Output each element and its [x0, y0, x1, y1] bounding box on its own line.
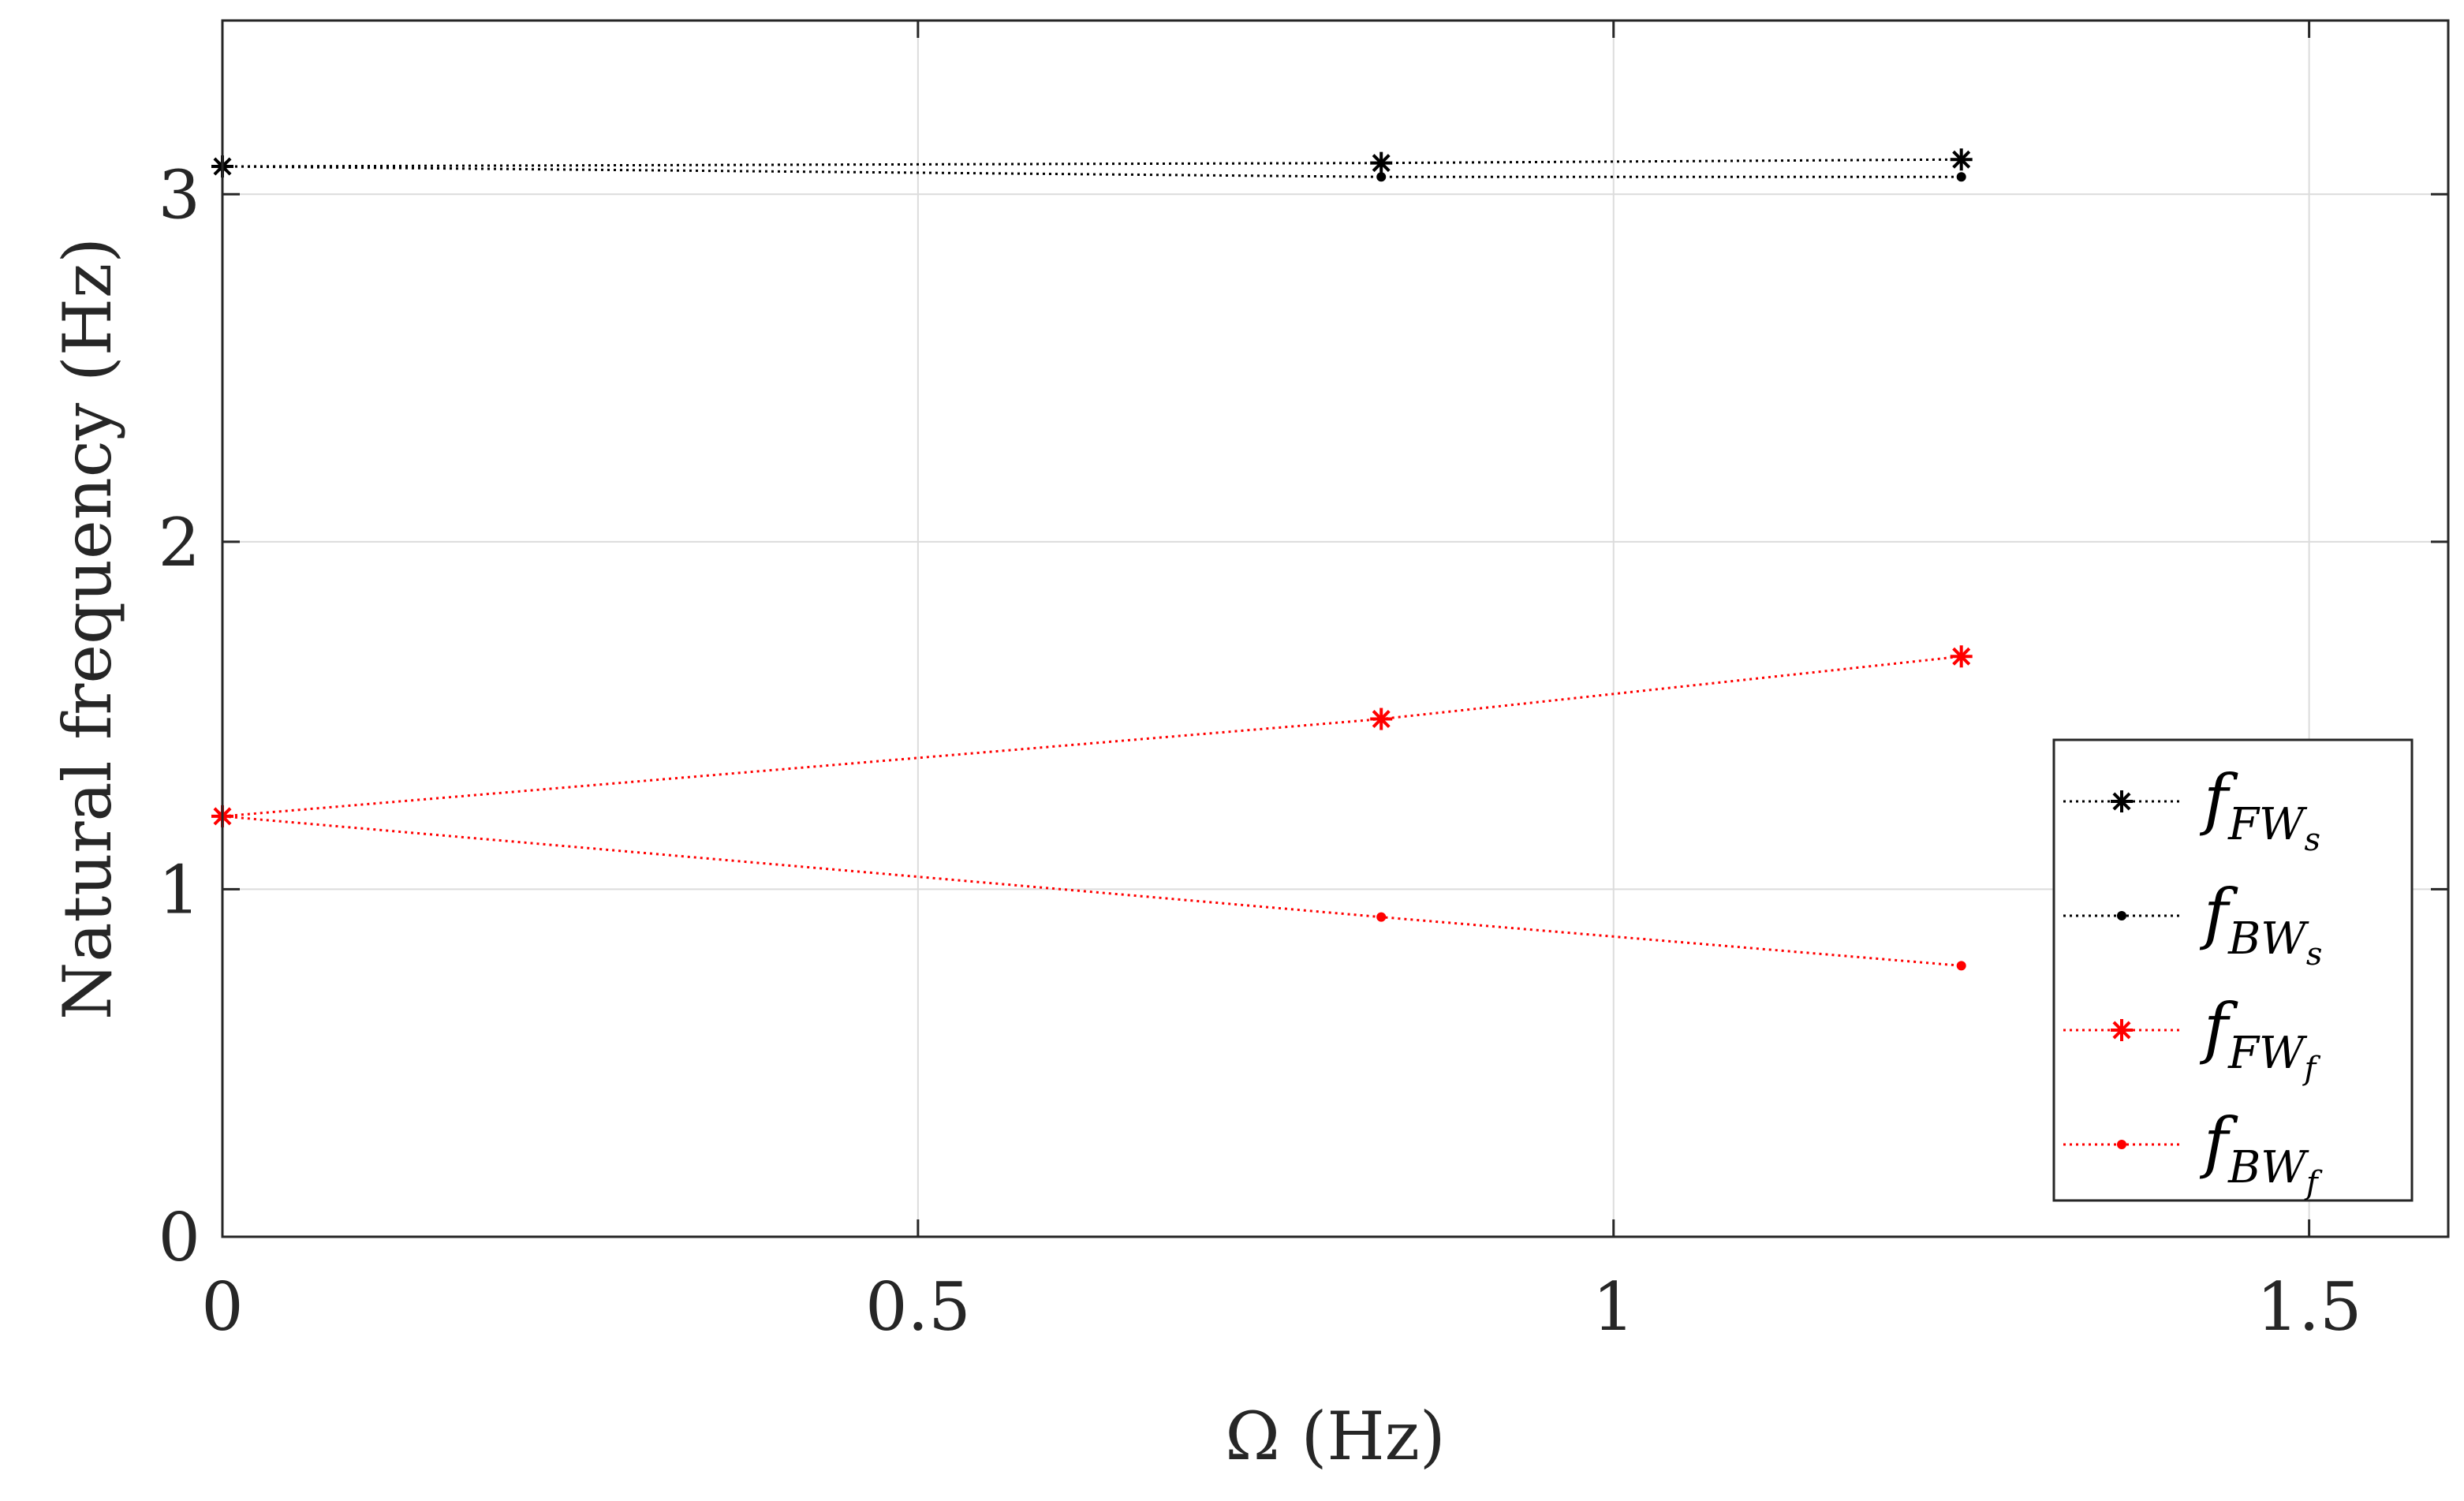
legend-marker	[2111, 790, 2133, 812]
y-tick-labels: 0 1 2 3	[159, 156, 200, 1276]
data-point	[1956, 172, 1966, 182]
data-point	[1370, 151, 1393, 174]
plot-frame	[221, 19, 2450, 1238]
x-tick-label: 1.5	[2257, 1268, 2362, 1346]
x-tick-label: 0	[201, 1268, 243, 1346]
data-point	[1376, 912, 1387, 922]
data-point	[1950, 645, 1973, 668]
x-tick-label: 0.5	[865, 1268, 971, 1346]
series-line	[222, 165, 1962, 178]
legend-marker	[2111, 1019, 2133, 1041]
legend-entry: fFWs	[2063, 760, 2320, 858]
y-tick-label: 2	[159, 504, 200, 581]
y-tick-label: 3	[159, 156, 200, 233]
series-line	[222, 158, 1962, 168]
legend-box	[2052, 738, 2414, 1202]
data-point	[1370, 708, 1393, 730]
y-tick-label: 0	[159, 1199, 200, 1276]
legend-marker	[2117, 911, 2126, 920]
legend-entry: fBWs	[2063, 875, 2322, 973]
data-point	[1376, 172, 1387, 182]
x-tick-labels: 0 0.5 1 1.5	[201, 1268, 2361, 1346]
x-axis-title: Ω (Hz)	[1225, 1398, 1445, 1475]
x-tick-label: 1	[1592, 1268, 1634, 1346]
data-point	[1950, 148, 1973, 171]
legend-label: fFWs	[2199, 760, 2320, 858]
legend-marker	[2117, 1140, 2126, 1149]
y-axis-title: Natural frequency (Hz)	[49, 237, 126, 1020]
series-1	[218, 162, 1966, 182]
y-tick-label: 1	[159, 851, 200, 928]
data-point	[1956, 961, 1966, 971]
legend-label: fBWs	[2199, 875, 2322, 973]
